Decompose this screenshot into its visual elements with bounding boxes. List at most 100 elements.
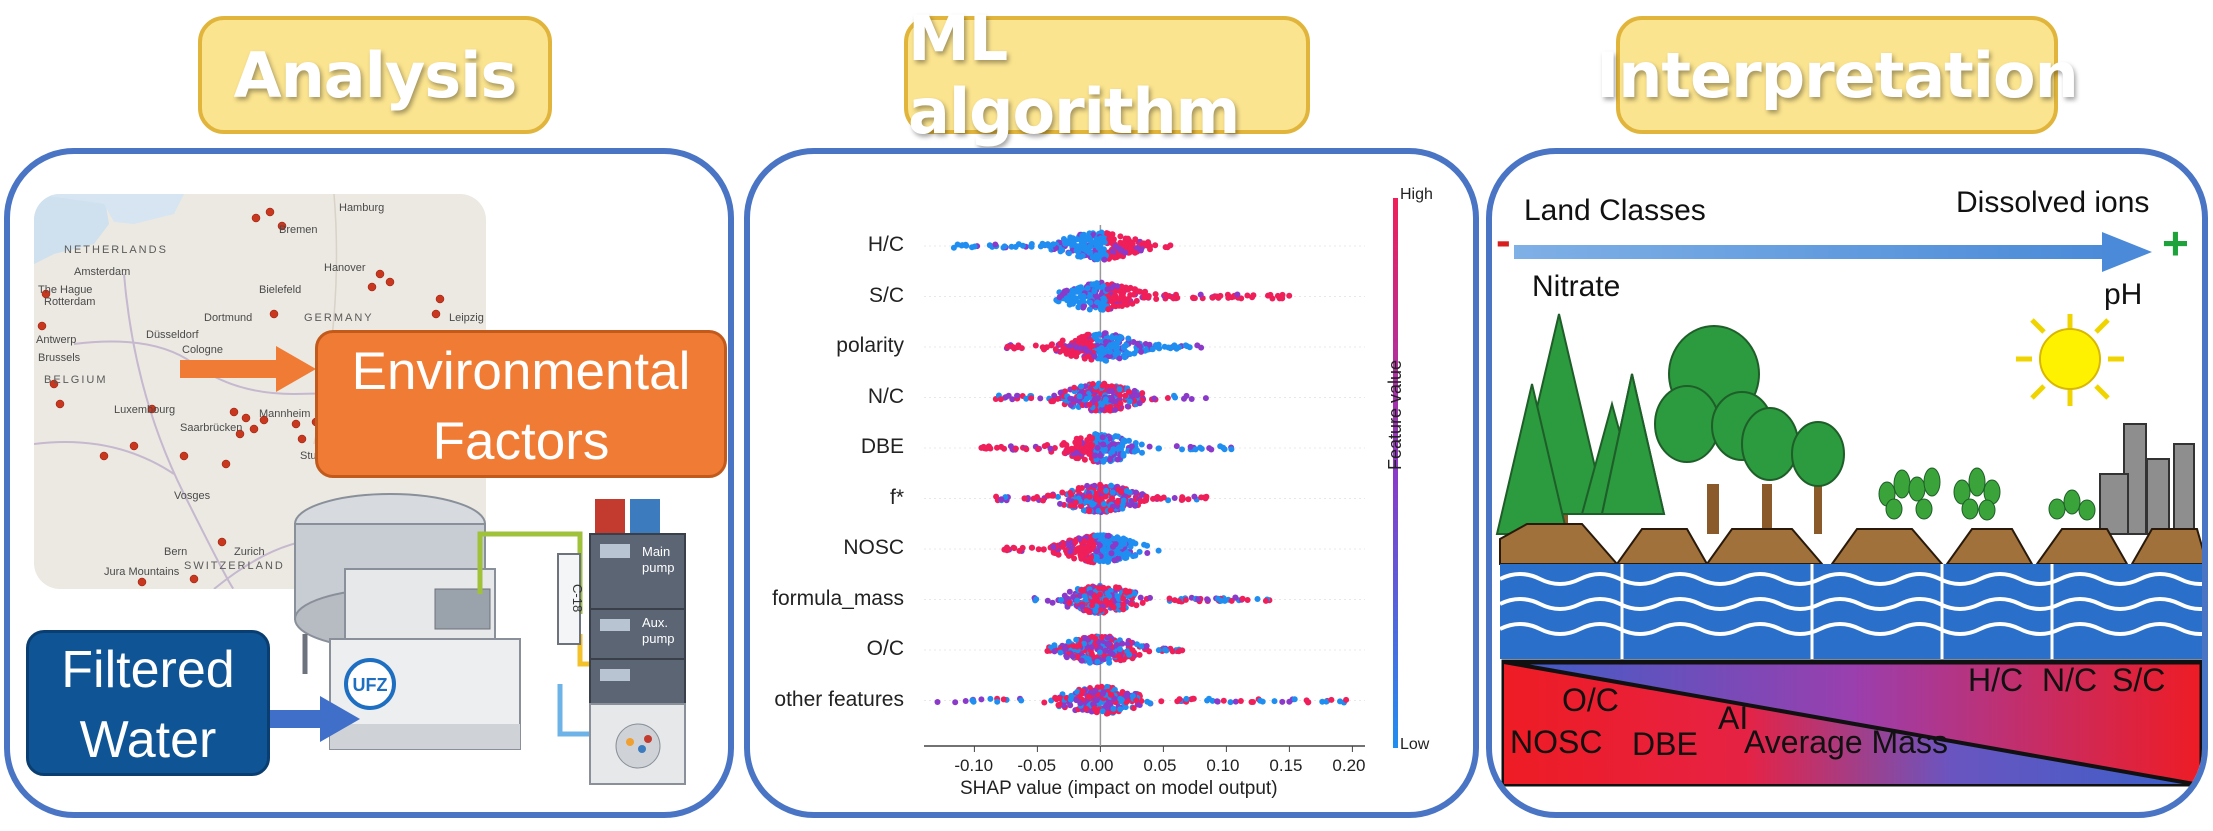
shap-point <box>1110 543 1116 550</box>
shap-point <box>1093 548 1100 555</box>
shap-point <box>1131 387 1138 394</box>
shap-point <box>1164 395 1171 401</box>
shap-point <box>1082 383 1089 390</box>
shap-point <box>1058 597 1064 603</box>
shap-point <box>1069 653 1076 660</box>
shap-point <box>1127 539 1134 545</box>
shap-point <box>1124 640 1131 647</box>
shap-point <box>1274 292 1281 299</box>
swarm-formula-mass <box>1031 582 1273 616</box>
shap-point <box>986 242 993 249</box>
shap-point <box>1050 544 1057 550</box>
shap-point <box>1019 242 1026 249</box>
shap-point <box>1114 340 1121 346</box>
shap-point <box>1117 706 1124 713</box>
shap-point <box>1128 443 1135 450</box>
shap-point <box>1101 256 1108 263</box>
swarm-polarity <box>1003 330 1205 364</box>
swarm-h-c <box>950 229 1174 263</box>
shap-point <box>1097 303 1104 310</box>
shap-point <box>1104 286 1111 293</box>
map-label-bremen: Bremen <box>279 224 318 236</box>
x-tick-label: 0.15 <box>1269 756 1303 775</box>
shap-point <box>1166 595 1173 602</box>
shap-point <box>1062 645 1068 652</box>
shap-point <box>1069 291 1076 298</box>
shap-point <box>1192 446 1199 453</box>
dissolved-ions-label: Dissolved ions <box>1956 186 2150 219</box>
shap-point <box>1082 235 1089 242</box>
shap-point <box>1202 495 1209 502</box>
shap-point <box>1189 695 1196 702</box>
shap-point <box>1202 395 1209 402</box>
shap-point <box>1117 646 1123 653</box>
shap-point <box>1033 596 1040 603</box>
shap-point <box>1077 593 1083 599</box>
shap-point <box>1075 487 1082 494</box>
shap-point <box>1100 501 1107 507</box>
shap-beeswarm-chart <box>924 225 1365 752</box>
shap-point <box>1124 403 1131 410</box>
shap-point <box>1092 607 1099 614</box>
shap-point <box>1122 704 1129 711</box>
shap-point <box>1093 554 1100 561</box>
shap-point <box>1102 396 1109 403</box>
shap-point <box>1176 344 1182 351</box>
shap-point <box>1094 444 1101 451</box>
shap-point <box>1060 541 1067 548</box>
shap-point <box>1119 689 1126 695</box>
shap-point <box>1146 443 1153 450</box>
shap-point <box>934 699 941 705</box>
shap-point <box>1041 443 1048 450</box>
shap-point <box>1119 640 1126 647</box>
shap-point <box>1072 538 1079 545</box>
x-tick-label: 0.20 <box>1332 756 1366 775</box>
shap-point <box>1083 498 1090 505</box>
shap-point <box>1171 495 1178 501</box>
shap-point <box>1121 354 1128 361</box>
ai-label: AI <box>1718 700 1749 736</box>
shap-point <box>1089 602 1096 609</box>
shap-point <box>994 698 1001 705</box>
map-label-bern: Bern <box>164 546 188 558</box>
shap-point <box>1099 547 1106 554</box>
shap-point <box>1122 249 1129 256</box>
map-label-dusseldorf: Düsseldorf <box>146 329 199 341</box>
shap-point <box>1098 345 1105 351</box>
interpretation-panel: Land Classes Dissolved ions - + Nitrate … <box>1486 148 2208 818</box>
nosc-label: NOSC <box>1510 724 1603 760</box>
environmental-line-1: Environmental <box>351 342 691 401</box>
shap-point <box>1001 243 1008 250</box>
shap-point <box>1151 395 1158 402</box>
shap-point <box>1097 235 1104 242</box>
shap-point <box>1136 548 1143 555</box>
shap-point <box>1075 455 1082 462</box>
shap-point <box>1067 502 1074 509</box>
environmental-factors-box: Environmental Factors <box>315 330 727 478</box>
shap-point <box>1104 683 1110 690</box>
shap-point <box>1101 295 1107 302</box>
map-label-luxembourg: Luxembourg <box>114 404 176 416</box>
shap-point <box>1070 593 1077 600</box>
feature-label: polarity <box>836 334 904 357</box>
shap-point <box>1097 355 1104 362</box>
map-label-the-hague: The Hague <box>38 284 93 296</box>
shap-point <box>1136 400 1143 407</box>
shap-point <box>1182 596 1189 603</box>
shap-point <box>1116 355 1123 362</box>
shap-point <box>962 241 969 248</box>
shap-point <box>1144 550 1151 556</box>
shap-point <box>1010 544 1017 551</box>
shap-point <box>1187 443 1194 450</box>
shap-point <box>1109 489 1116 496</box>
shap-point <box>1262 597 1269 604</box>
main-pump-label-2: pump <box>642 560 675 575</box>
shap-point <box>1096 585 1103 592</box>
shap-point <box>1144 698 1151 705</box>
shap-point <box>1133 697 1140 704</box>
shap-point <box>1051 445 1058 451</box>
shap-point <box>962 698 969 704</box>
shap-point <box>1108 383 1115 390</box>
colorbar-title: Feature value <box>1385 359 1405 470</box>
shap-point <box>1084 285 1091 292</box>
